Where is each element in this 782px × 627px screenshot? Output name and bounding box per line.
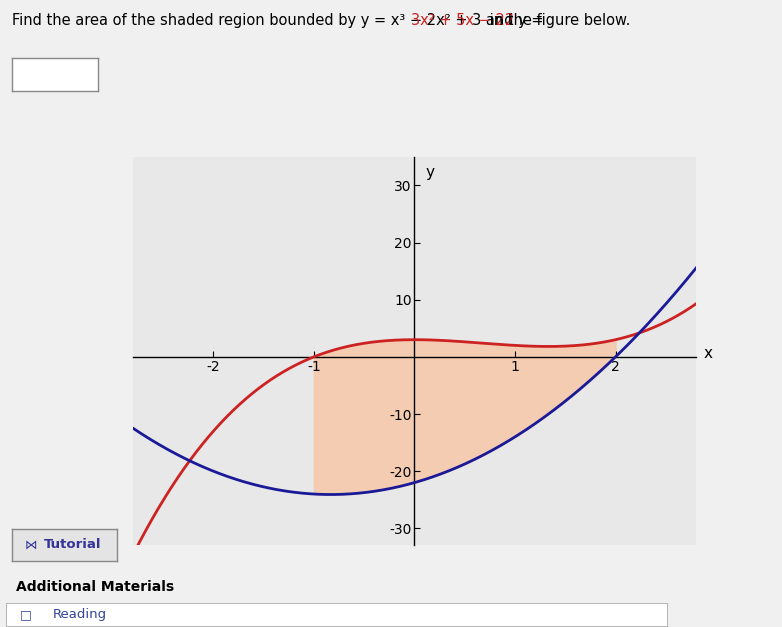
Text: in the figure below.: in the figure below. xyxy=(485,13,630,28)
Text: 3x² + 5x − 22: 3x² + 5x − 22 xyxy=(411,13,515,28)
Text: □: □ xyxy=(20,608,31,621)
Text: Tutorial: Tutorial xyxy=(45,539,102,551)
Text: Additional Materials: Additional Materials xyxy=(16,580,174,594)
Text: Reading: Reading xyxy=(52,608,106,621)
Text: Find the area of the shaded region bounded by y = x³ − 2x² + 3 and y =: Find the area of the shaded region bound… xyxy=(12,13,548,28)
Text: x: x xyxy=(704,347,713,362)
Text: y: y xyxy=(425,166,434,181)
Text: ⋈: ⋈ xyxy=(24,539,37,551)
